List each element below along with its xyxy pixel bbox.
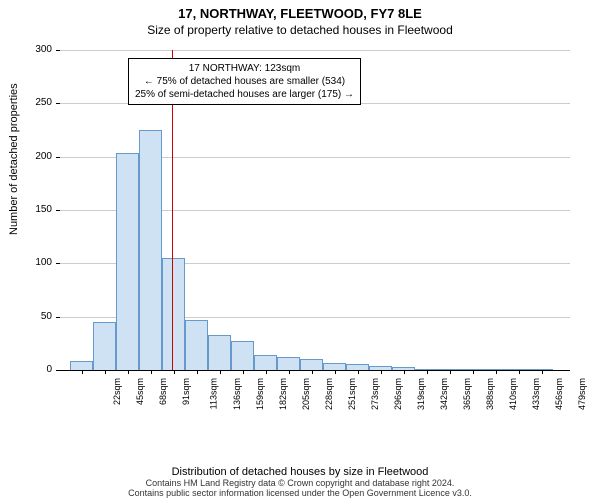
y-tick-label: 200: [22, 151, 52, 162]
x-tick: [381, 370, 382, 374]
x-tick-label: 182sqm: [278, 378, 288, 410]
x-tick: [312, 370, 313, 374]
x-tick-label: 296sqm: [393, 378, 403, 410]
x-tick: [427, 370, 428, 374]
annotation-line-2: ← 75% of detached houses are smaller (53…: [135, 75, 354, 88]
x-tick-label: 319sqm: [416, 378, 426, 410]
footer-line-1: Contains HM Land Registry data © Crown c…: [0, 478, 600, 488]
histogram-bar: [139, 130, 162, 370]
histogram-bar: [254, 355, 277, 370]
x-tick: [450, 370, 451, 374]
histogram-bar: [70, 361, 93, 370]
footer-line-2: Contains public sector information licen…: [0, 488, 600, 498]
histogram-bar: [300, 359, 323, 370]
x-tick-label: 388sqm: [485, 378, 495, 410]
x-tick-label: 68sqm: [158, 378, 168, 405]
plot-region: 05010015020025030022sqm45sqm68sqm91sqm11…: [60, 50, 570, 420]
y-tick-label: 250: [22, 97, 52, 108]
histogram-bar: [185, 320, 208, 370]
y-tick: [56, 103, 60, 104]
x-tick-label: 273sqm: [370, 378, 380, 410]
y-tick-label: 100: [22, 257, 52, 268]
y-tick: [56, 263, 60, 264]
x-tick: [82, 370, 83, 374]
x-tick: [174, 370, 175, 374]
x-tick-label: 365sqm: [462, 378, 472, 410]
y-tick: [56, 50, 60, 51]
x-tick: [128, 370, 129, 374]
x-tick-label: 113sqm: [208, 378, 218, 409]
chart-footer: Contains HM Land Registry data © Crown c…: [0, 478, 600, 498]
y-gridline: [60, 50, 570, 51]
annotation-box: 17 NORTHWAY: 123sqm← 75% of detached hou…: [128, 58, 361, 105]
histogram-bar: [208, 335, 231, 370]
histogram-bar: [162, 258, 185, 370]
x-tick: [542, 370, 543, 374]
x-tick: [105, 370, 106, 374]
x-tick-label: 159sqm: [255, 378, 265, 410]
chart-container: 17, NORTHWAY, FLEETWOOD, FY7 8LE Size of…: [0, 0, 600, 500]
y-tick-label: 150: [22, 204, 52, 215]
x-tick: [496, 370, 497, 374]
x-axis-label: Distribution of detached houses by size …: [0, 466, 600, 478]
x-tick-label: 342sqm: [439, 378, 449, 410]
histogram-bar: [93, 322, 116, 370]
x-tick: [266, 370, 267, 374]
x-tick-label: 205sqm: [301, 378, 311, 410]
chart-title: 17, NORTHWAY, FLEETWOOD, FY7 8LE: [0, 0, 600, 21]
x-tick-label: 22sqm: [112, 378, 122, 405]
annotation-line-1: 17 NORTHWAY: 123sqm: [135, 62, 354, 75]
chart-subtitle: Size of property relative to detached ho…: [0, 21, 600, 41]
x-tick: [404, 370, 405, 374]
x-tick-label: 456sqm: [554, 378, 564, 410]
x-tick: [151, 370, 152, 374]
x-tick: [243, 370, 244, 374]
y-tick: [56, 157, 60, 158]
y-axis-label: Number of detached properties: [8, 83, 20, 235]
y-tick-label: 50: [22, 311, 52, 322]
histogram-bar: [323, 363, 346, 370]
y-tick: [56, 210, 60, 211]
x-tick-label: 136sqm: [232, 378, 242, 410]
x-tick-label: 91sqm: [181, 378, 191, 405]
x-tick-label: 410sqm: [508, 378, 518, 410]
histogram-bar: [116, 153, 139, 370]
x-tick: [473, 370, 474, 374]
x-tick: [335, 370, 336, 374]
annotation-line-3: 25% of semi-detached houses are larger (…: [135, 88, 354, 101]
x-axis-line: [60, 370, 570, 371]
y-tick-label: 300: [22, 44, 52, 55]
y-tick: [56, 317, 60, 318]
x-tick: [289, 370, 290, 374]
x-tick: [519, 370, 520, 374]
x-tick: [358, 370, 359, 374]
histogram-bar: [277, 357, 300, 370]
histogram-bar: [231, 341, 254, 370]
x-tick-label: 45sqm: [135, 378, 145, 405]
x-tick: [197, 370, 198, 374]
x-tick-label: 433sqm: [531, 378, 541, 410]
chart-area: 05010015020025030022sqm45sqm68sqm91sqm11…: [60, 50, 570, 420]
x-tick-label: 228sqm: [324, 378, 334, 410]
y-tick-label: 0: [22, 364, 52, 375]
x-tick-label: 479sqm: [577, 378, 587, 410]
x-tick-label: 251sqm: [347, 378, 357, 410]
x-tick: [220, 370, 221, 374]
